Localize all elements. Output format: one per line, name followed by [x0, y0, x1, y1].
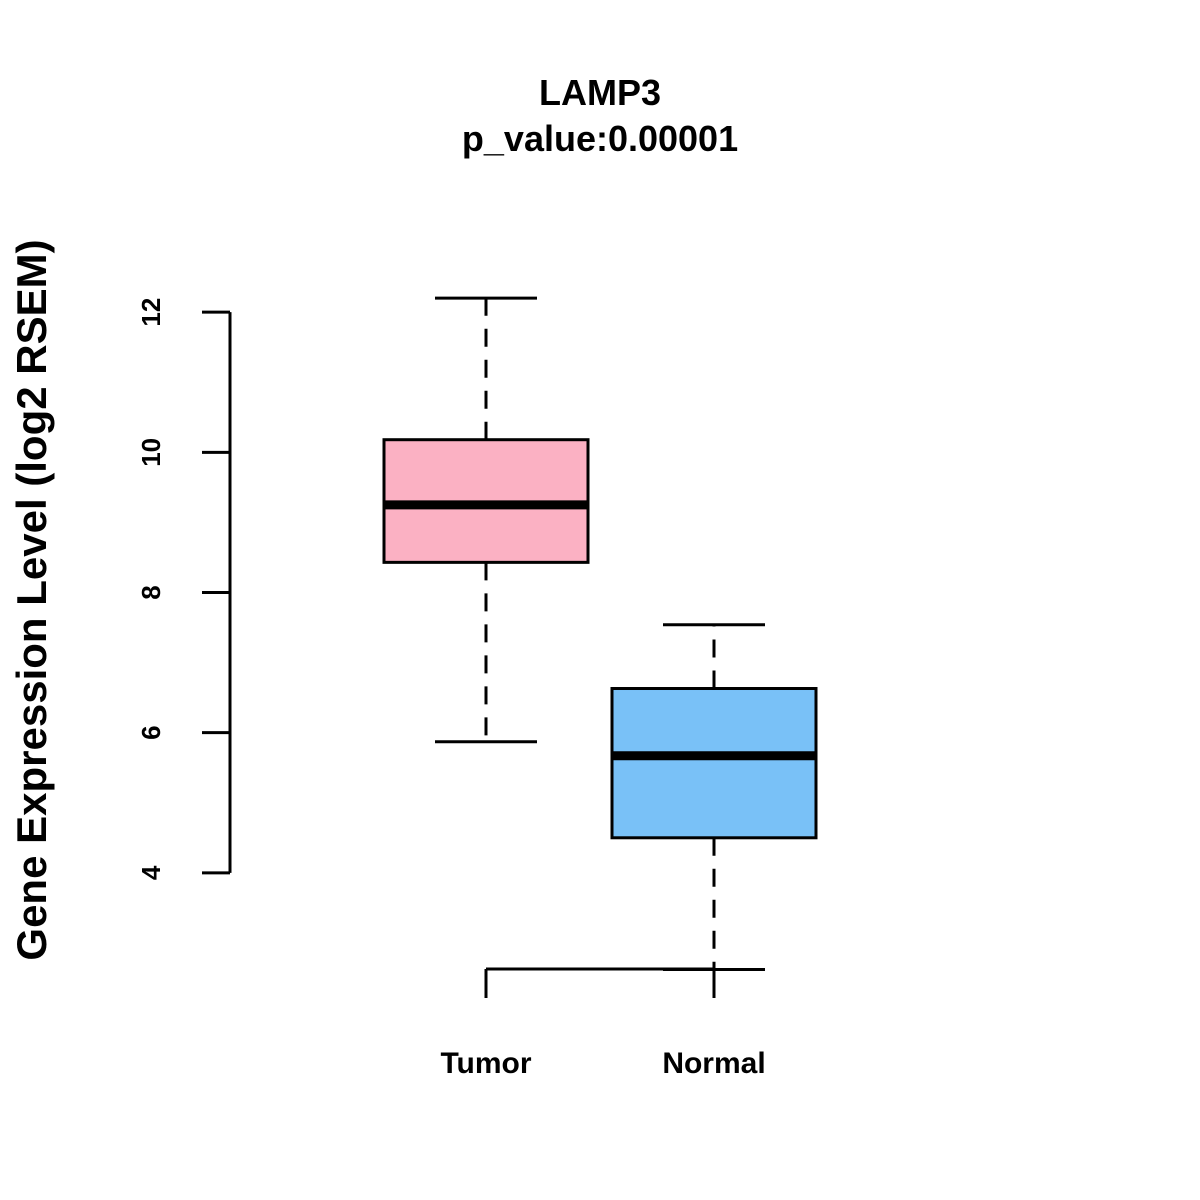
y-tick-label: 8: [136, 585, 166, 599]
y-tick-label: 6: [136, 725, 166, 739]
box-tumor: [382, 296, 590, 744]
y-tick-label: 4: [136, 865, 166, 880]
box-normal: [610, 623, 818, 972]
y-axis-label: Gene Expression Level (log2 RSEM): [8, 239, 55, 960]
y-tick-label: 12: [136, 298, 166, 327]
x-tick-label: Normal: [662, 1047, 765, 1080]
axes: 4 6 8 10 12 Tumor Normal: [136, 298, 766, 1080]
iqr-box: [610, 687, 818, 840]
y-tick-label: 10: [136, 438, 166, 467]
boxes: [382, 296, 818, 972]
chart-subtitle: p_value:0.00001: [462, 118, 738, 159]
chart-title: LAMP3: [539, 72, 661, 113]
x-tick-label: Tumor: [440, 1047, 531, 1080]
